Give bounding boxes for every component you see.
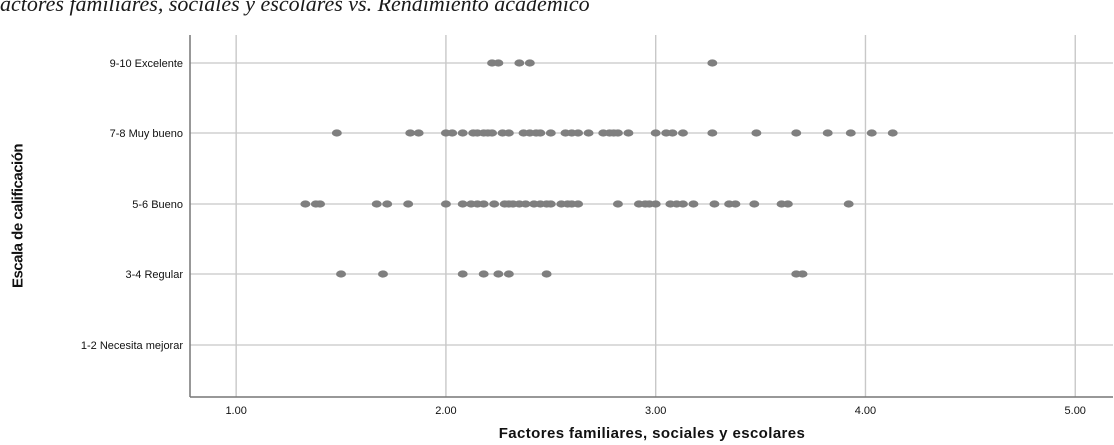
scatter-point (503, 129, 514, 137)
scatter-point (623, 129, 634, 137)
scatter-point (545, 129, 556, 137)
scatter-point (573, 200, 584, 208)
scatter-point (493, 59, 504, 67)
scatter-point (535, 129, 546, 137)
scatter-point (612, 200, 623, 208)
x-tick-label: 1.00 (225, 405, 246, 417)
scatter-point (300, 200, 311, 208)
scatter-point (573, 129, 584, 137)
scatter-point (887, 129, 898, 137)
scatter-point (545, 200, 556, 208)
scatter-point (707, 129, 718, 137)
scatter-point (843, 200, 854, 208)
scatter-point (315, 200, 326, 208)
scatter-point (677, 200, 688, 208)
scatter-point (331, 129, 342, 137)
scatter-point (413, 129, 424, 137)
scatter-point (650, 200, 661, 208)
x-tick-label: 4.00 (855, 405, 876, 417)
y-tick-label: 5-6 Bueno (132, 199, 183, 211)
scatter-point (478, 270, 489, 278)
scatter-point (650, 129, 661, 137)
scatter-point (371, 200, 382, 208)
scatter-point (730, 200, 741, 208)
scatter-point (489, 200, 500, 208)
scatter-point (377, 270, 388, 278)
scatter-point (457, 129, 468, 137)
scatter-point (709, 200, 720, 208)
scatter-point (822, 129, 833, 137)
x-tick-label: 3.00 (645, 405, 666, 417)
scatter-point (707, 59, 718, 67)
scatter-point (677, 129, 688, 137)
scatter-point (493, 270, 504, 278)
scatter-point (520, 200, 531, 208)
scatter-point (440, 200, 451, 208)
scatter-point (688, 200, 699, 208)
scatter-point (583, 129, 594, 137)
scatter-point (541, 270, 552, 278)
scatter-point (447, 129, 458, 137)
scatter-point (797, 270, 808, 278)
scatter-point (478, 200, 489, 208)
scatter-point (382, 200, 393, 208)
scatter-point (612, 129, 623, 137)
scatter-point (524, 59, 535, 67)
scatter-point (866, 129, 877, 137)
scatter-point (403, 200, 414, 208)
y-tick-label: 1-2 Necesita mejorar (81, 340, 183, 352)
x-tick-label: 5.00 (1065, 405, 1086, 417)
scatter-point (749, 200, 760, 208)
scatter-point (751, 129, 762, 137)
scatter-point (336, 270, 347, 278)
scatter-point (782, 200, 793, 208)
x-axis-label: Factores familiares, sociales y escolare… (498, 425, 806, 442)
x-tick-label: 2.00 (435, 405, 456, 417)
scatter-point (514, 59, 525, 67)
scatter-point (845, 129, 856, 137)
scatter-point (405, 129, 416, 137)
scatter-point (667, 129, 678, 137)
scatter-point (457, 200, 468, 208)
scatter-point (457, 270, 468, 278)
y-tick-label: 9-10 Excelente (110, 58, 183, 70)
scatter-point (503, 270, 514, 278)
y-tick-label: 7-8 Muy bueno (110, 128, 183, 140)
scatter-point (791, 129, 802, 137)
scatter-point (487, 129, 498, 137)
y-tick-label: 3-4 Regular (126, 269, 184, 281)
chart-title: actores familiares, sociales y escolares… (0, 0, 590, 16)
